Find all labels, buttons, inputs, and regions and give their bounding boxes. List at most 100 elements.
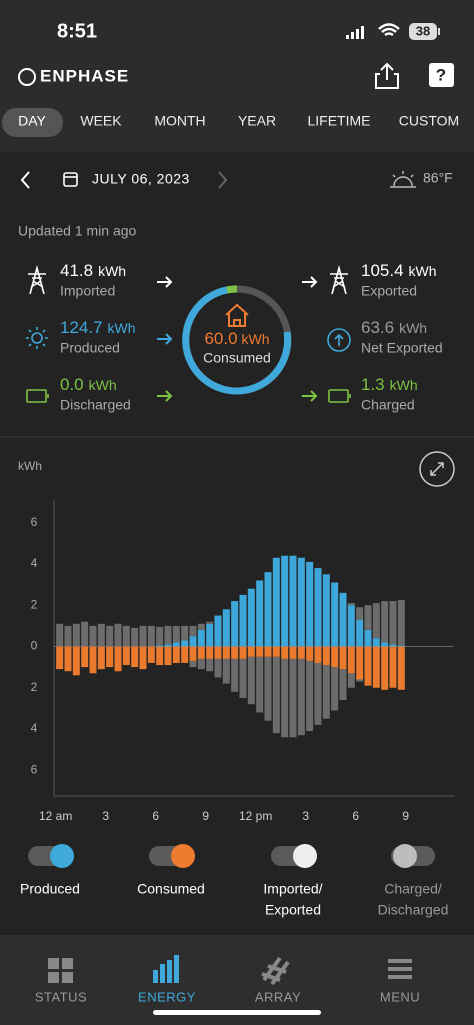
battery-tip (438, 28, 440, 35)
prev-day-button[interactable] (20, 171, 30, 189)
energy-bar (97, 646, 105, 670)
energy-bar (389, 644, 397, 647)
energy-bar (222, 646, 230, 659)
energy-bar (381, 642, 389, 647)
flow-label: Imported (60, 283, 115, 299)
nav-label[interactable]: MENU (380, 989, 420, 1004)
next-day-button[interactable] (218, 171, 228, 189)
toggle-knob (50, 844, 74, 868)
menu-nav-icon[interactable] (388, 959, 412, 979)
energy-bar (322, 646, 330, 666)
energy-bar (206, 623, 214, 647)
energy-bar (364, 629, 372, 647)
energy-bar (206, 658, 214, 672)
x-tick-label: 9 (202, 809, 209, 823)
flow-value: 63.6 kWh (361, 318, 427, 337)
energy-bar (181, 646, 189, 663)
energy-bar (156, 626, 164, 646)
energy-bar (139, 646, 147, 670)
battery-charge-icon (328, 389, 351, 403)
y-tick-label: 6 (31, 762, 38, 776)
energy-bar (197, 629, 205, 647)
energy-bar (306, 660, 314, 732)
energy-bar (381, 646, 389, 690)
calendar-icon[interactable] (63, 172, 78, 187)
flow-value: 0.0 kWh (60, 375, 117, 394)
energy-bar (214, 615, 222, 647)
nav-label[interactable]: ENERGY (138, 989, 196, 1004)
center-label: Consumed (203, 350, 271, 366)
y-tick-label: 6 (31, 515, 38, 529)
energy-bar (189, 625, 197, 637)
energy-bar (372, 603, 380, 639)
energy-bar (214, 646, 222, 659)
energy-bar (172, 646, 180, 663)
array-nav-icon[interactable] (261, 956, 290, 986)
toggle-label: Produced (20, 881, 80, 897)
energy-bar (306, 561, 314, 647)
toggle-knob (293, 844, 317, 868)
energy-bar (156, 646, 164, 666)
period-tab[interactable]: MONTH (154, 113, 205, 129)
energy-bar (347, 673, 355, 688)
energy-nav-icon[interactable] (153, 955, 179, 983)
energy-bar (297, 646, 305, 659)
energy-bar (281, 646, 289, 659)
energy-bar (322, 574, 330, 647)
share-button[interactable] (375, 62, 399, 89)
status-nav-icon[interactable] (48, 958, 73, 983)
y-tick-label: 4 (31, 721, 38, 735)
flow-number: 105.4 (361, 261, 404, 280)
energy-bar (89, 646, 97, 674)
energy-bar (131, 627, 139, 647)
energy-bar (239, 594, 247, 647)
body-background (0, 152, 474, 935)
energy-bar (139, 625, 147, 647)
battery-level: 38 (416, 23, 430, 38)
energy-bar (239, 646, 247, 659)
energy-bar (122, 625, 130, 647)
energy-bar (114, 623, 122, 647)
y-tick-label: 0 (31, 639, 38, 653)
flow-number: 1.3 (361, 375, 385, 394)
nav-label[interactable]: STATUS (35, 989, 87, 1004)
energy-bar (164, 625, 172, 645)
energy-bar (206, 621, 214, 624)
flow-number: 41.8 (60, 261, 93, 280)
flow-arrow (157, 276, 173, 288)
energy-bar (264, 656, 272, 721)
energy-bar (189, 646, 197, 661)
toggle-label: Charged/ (384, 881, 442, 897)
energy-bar (364, 646, 372, 686)
donut-battery-arc (226, 285, 238, 294)
energy-bar (56, 623, 64, 647)
energy-bar (81, 646, 89, 668)
period-tab[interactable]: LIFETIME (307, 113, 370, 129)
period-tab[interactable]: DAY (18, 113, 46, 129)
x-tick-label: 9 (402, 809, 409, 823)
energy-bar (197, 646, 205, 659)
energy-bar (164, 646, 172, 666)
period-tab[interactable]: CUSTOM (399, 113, 459, 129)
flow-value: 105.4 kWh (361, 261, 437, 280)
date-label: JULY 06, 2023 (92, 171, 190, 187)
flow-number: 0.0 (60, 375, 84, 394)
period-tab[interactable]: YEAR (238, 113, 276, 129)
flow-label: Produced (60, 340, 120, 356)
help-button[interactable] (429, 63, 454, 87)
x-tick-label: 3 (302, 809, 309, 823)
energy-bar (264, 646, 272, 657)
period-tab[interactable]: WEEK (80, 113, 122, 129)
energy-bar (239, 658, 247, 699)
energy-bar (147, 625, 155, 647)
y-tick-label: 2 (31, 680, 38, 694)
nav-label[interactable]: ARRAY (255, 989, 301, 1004)
energy-bar (64, 625, 72, 647)
donut-solar-arc (182, 285, 292, 395)
energy-bar (231, 658, 239, 692)
flow-unit: kWh (409, 263, 437, 279)
energy-bar (172, 642, 180, 647)
expand-button[interactable] (419, 451, 455, 487)
flow-label: Exported (361, 283, 417, 299)
